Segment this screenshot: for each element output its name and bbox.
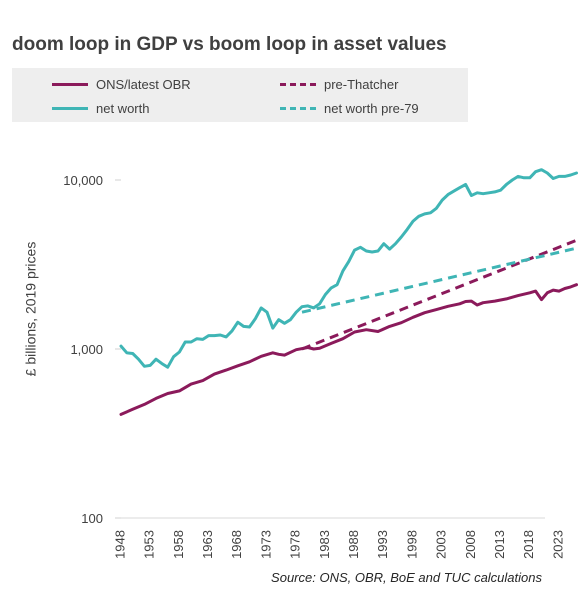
legend-label-ons-latest-obr: ONS/latest OBR (96, 76, 191, 92)
series-line-net-worth (119, 168, 578, 369)
x-tick-label: 1988 (346, 530, 361, 559)
x-tick-label: 1978 (288, 530, 303, 559)
y-tick-label: 10,000 (63, 173, 103, 188)
x-tick-label: 1953 (142, 530, 157, 559)
series-line-ons-latest-obr (119, 283, 578, 416)
x-tick-label: 1963 (200, 530, 215, 559)
legend-swatch-ons-latest-obr (52, 82, 88, 86)
series-line-net-worth-pre-79 (301, 246, 577, 314)
legend-swatch-net-worth (52, 106, 88, 110)
y-axis-title: £ billions, 2019 prices (23, 242, 39, 377)
legend-swatch-pre-thatcher (280, 82, 316, 86)
x-tick-label: 2008 (463, 530, 478, 559)
x-tick-label: 2018 (521, 530, 536, 559)
x-tick-label: 1958 (171, 530, 186, 559)
legend-label-pre-thatcher: pre-Thatcher (324, 76, 399, 92)
x-tick-label: 2003 (434, 530, 449, 559)
chart-legend: ONS/latest OBR pre-Thatcher net worth ne… (12, 68, 468, 122)
x-tick-label: 2023 (550, 530, 565, 559)
x-tick-label: 1998 (404, 530, 419, 559)
legend-item-pre-thatcher: pre-Thatcher (280, 73, 398, 95)
legend-swatch-net-worth-pre-79 (280, 106, 316, 110)
x-tick-label: 1968 (229, 530, 244, 559)
legend-item-net-worth-pre-79: net worth pre-79 (280, 97, 419, 119)
legend-item-ons-latest-obr: ONS/latest OBR (52, 73, 191, 95)
x-tick-label: 2013 (492, 530, 507, 559)
legend-label-net-worth-pre-79: net worth pre-79 (324, 100, 419, 116)
x-tick-label: 1993 (375, 530, 390, 559)
x-tick-label: 1948 (112, 530, 127, 559)
chart-title: doom loop in GDP vs boom loop in asset v… (12, 34, 447, 55)
legend-label-net-worth: net worth (96, 100, 150, 116)
x-tick-label: 1973 (258, 530, 273, 559)
chart-source: Source: ONS, OBR, BoE and TUC calculatio… (271, 570, 542, 585)
legend-item-net-worth: net worth (52, 97, 149, 119)
y-tick-label: 1,000 (70, 342, 103, 357)
series-line-pre-thatcher (301, 238, 578, 351)
y-tick-label: 100 (81, 511, 103, 526)
x-tick-label: 1983 (317, 530, 332, 559)
